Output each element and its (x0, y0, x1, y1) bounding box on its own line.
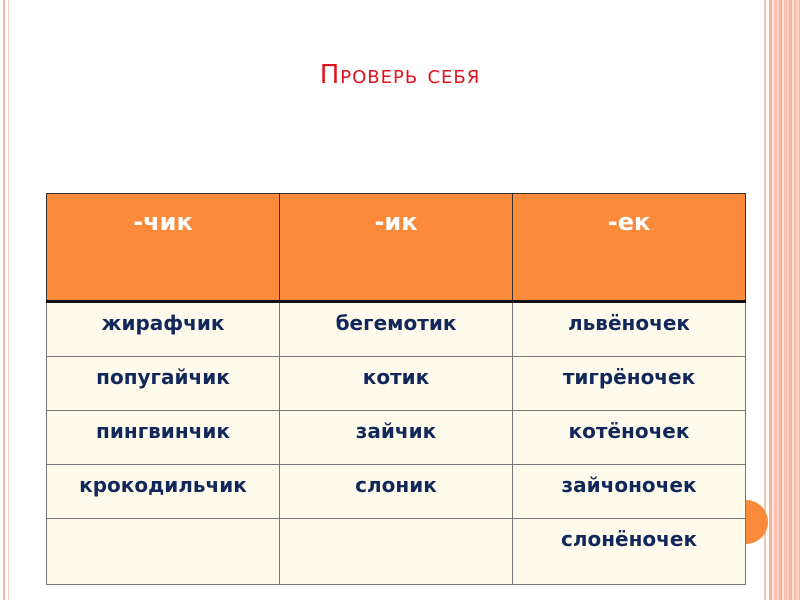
header-chik: -чик (46, 193, 280, 302)
header-ik: -ик (279, 193, 513, 302)
header-ek: -ек (512, 193, 746, 302)
table-cell: слоник (279, 464, 513, 519)
suffix-table: -чик -ик -ек жирафчик бегемотик львёноче… (46, 193, 746, 585)
table-cell: зайчик (279, 410, 513, 465)
table-cell: котик (279, 356, 513, 411)
table-row: крокодильчик слоник зайчоночек (46, 464, 746, 519)
slide-title: Проверь себя (319, 60, 481, 90)
table-cell: попугайчик (46, 356, 280, 411)
table-cell: зайчоночек (512, 464, 746, 519)
table-cell: пингвинчик (46, 410, 280, 465)
table-cell (279, 518, 513, 585)
table-cell: бегемотик (279, 300, 513, 357)
table-cell: котёночек (512, 410, 746, 465)
table-row: пингвинчик зайчик котёночек (46, 410, 746, 465)
left-border-decoration (3, 0, 9, 600)
table-row: попугайчик котик тигрёночек (46, 356, 746, 411)
table-cell: тигрёночек (512, 356, 746, 411)
table-cell: жирафчик (46, 300, 280, 357)
right-stripe-gap (766, 0, 769, 600)
table-cell: крокодильчик (46, 464, 280, 519)
table-cell: слонёночек (512, 518, 746, 585)
table-row: жирафчик бегемотик львёночек (46, 300, 746, 357)
table-cell: львёночек (512, 300, 746, 357)
table-cell (46, 518, 280, 585)
table-row: слонёночек (46, 518, 746, 585)
header-row: -чик -ик -ек (46, 193, 746, 302)
right-stripes-decoration (764, 0, 800, 600)
